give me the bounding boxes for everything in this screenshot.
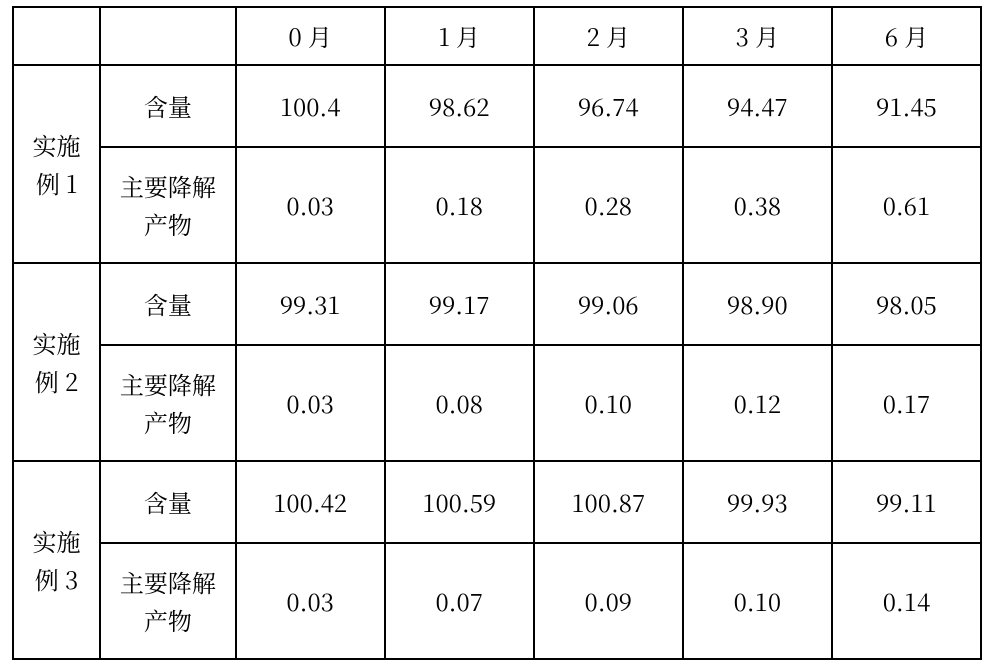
g2-content-v2: 99.06 [534,263,683,345]
g3-content-v0: 100.42 [236,461,385,543]
g1-degrade-v3: 0.38 [683,147,832,263]
g2-degrade-l1: 主要降解 [101,365,235,403]
g3-degrade-l2: 产物 [101,601,235,639]
header-blank-metric [100,7,236,65]
group-1-label-l1: 实施 [14,126,99,164]
g1-content-v4: 91.45 [832,65,981,147]
group-3-label-l2: 例 3 [14,560,99,598]
g3-content-v1: 100.59 [385,461,534,543]
g1-content-v1: 98.62 [385,65,534,147]
g3-degrade-v4: 0.14 [832,543,981,659]
group-1-label-l2: 例 1 [14,164,99,202]
g3-content-v4: 99.11 [832,461,981,543]
g3-degrade-v3: 0.10 [683,543,832,659]
header-blank-group [13,7,100,65]
group-2-label: 实施 例 2 [13,263,100,461]
g2-content-v4: 98.05 [832,263,981,345]
g1-degrade-v0: 0.03 [236,147,385,263]
g2-content-v3: 98.90 [683,263,832,345]
header-month-1: 1 月 [385,7,534,65]
g2-content-v0: 99.31 [236,263,385,345]
g1-content-v3: 94.47 [683,65,832,147]
g3-degrade-l1: 主要降解 [101,563,235,601]
group-3-label: 实施 例 3 [13,461,100,659]
g1-content-v0: 100.4 [236,65,385,147]
group-2-label-l2: 例 2 [14,362,99,400]
group-3-label-l1: 实施 [14,522,99,560]
g3-degrade-v0: 0.03 [236,543,385,659]
g2-degrade-v3: 0.12 [683,345,832,461]
g1-degrade-l1: 主要降解 [101,167,235,205]
g2-content-v1: 99.17 [385,263,534,345]
g2-degrade-v0: 0.03 [236,345,385,461]
group-2-metric-content: 含量 [100,263,236,345]
g1-degrade-l2: 产物 [101,205,235,243]
header-month-2: 2 月 [534,7,683,65]
header-month-0: 0 月 [236,7,385,65]
g2-degrade-v1: 0.08 [385,345,534,461]
header-month-6: 6 月 [832,7,981,65]
g1-degrade-v1: 0.18 [385,147,534,263]
header-month-3: 3 月 [683,7,832,65]
group-1-metric-degrade: 主要降解 产物 [100,147,236,263]
g1-degrade-v4: 0.61 [832,147,981,263]
stability-table: 0 月 1 月 2 月 3 月 6 月 实施 例 1 含量 100.4 98.6… [12,6,982,660]
group-2-metric-degrade: 主要降解 产物 [100,345,236,461]
g2-degrade-v4: 0.17 [832,345,981,461]
g3-content-v2: 100.87 [534,461,683,543]
g3-content-v3: 99.93 [683,461,832,543]
g2-degrade-l2: 产物 [101,403,235,441]
group-2-label-l1: 实施 [14,324,99,362]
g1-content-v2: 96.74 [534,65,683,147]
group-3-metric-degrade: 主要降解 产物 [100,543,236,659]
group-3-metric-content: 含量 [100,461,236,543]
group-1-label: 实施 例 1 [13,65,100,263]
g2-degrade-v2: 0.10 [534,345,683,461]
g1-degrade-v2: 0.28 [534,147,683,263]
g3-degrade-v1: 0.07 [385,543,534,659]
g3-degrade-v2: 0.09 [534,543,683,659]
group-1-metric-content: 含量 [100,65,236,147]
